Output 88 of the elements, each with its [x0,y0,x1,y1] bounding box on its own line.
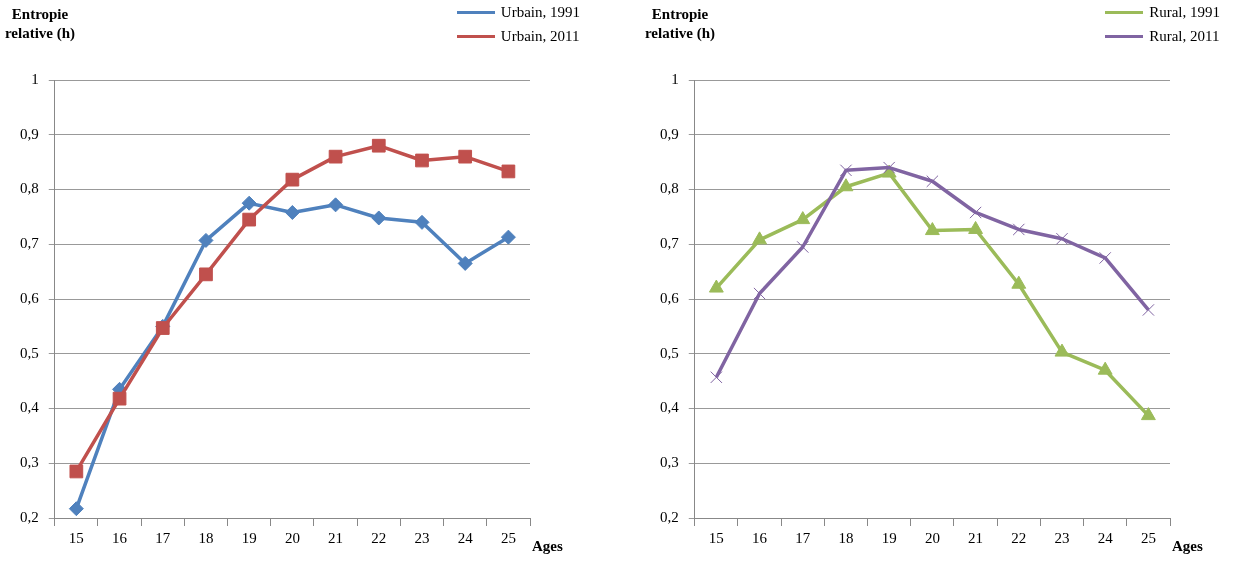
y-tick-label: 1 [31,70,39,87]
point [414,214,430,230]
x-tick-label: 17 [155,529,171,546]
y-axis-title: Entropie relative (h) [3,5,77,43]
x-tick-label: 23 [1054,529,1070,546]
point [112,391,127,406]
point [1142,303,1155,317]
legend-label: Urbain, 2011 [500,27,580,45]
y-tick-label: 0,2 [660,508,679,525]
point [500,229,516,245]
point [1097,361,1113,375]
y-tick-label: 1 [671,70,679,87]
point [710,371,723,384]
point [1055,232,1069,245]
point [1140,407,1156,421]
x-tick-label: 18 [838,529,854,546]
y-tick-label: 0,2 [20,508,39,525]
y-tick-label: 0,6 [660,289,680,306]
y-tick-label: 0,6 [20,289,40,306]
x-tick-label: 21 [328,529,344,546]
y-tick-label: 0,5 [20,344,39,361]
point [1011,275,1027,289]
y-tick-label: 0,4 [20,399,40,416]
point [458,149,473,164]
x-tick-label: 17 [795,529,811,546]
point [752,231,767,245]
point [708,279,724,293]
point [1054,343,1070,357]
point [199,267,213,282]
point [69,464,84,479]
point [926,175,939,188]
x-tick-label: 20 [924,529,940,546]
y-tick-label: 0,3 [660,454,679,471]
x-axis-title: Ages [1172,538,1203,555]
point [328,149,343,164]
x-tick-label: 15 [708,529,724,546]
point [1012,223,1025,236]
point [371,138,386,153]
y-tick-label: 0,9 [20,125,39,142]
x-tick-label: 24 [457,529,474,546]
y-tick-label: 0,8 [660,180,679,197]
y-tick-label: 0,7 [660,235,680,252]
point [924,222,940,236]
point [198,232,214,248]
x-tick-label: 15 [68,529,84,546]
x-tick-label: 21 [968,529,984,546]
point [501,164,516,179]
point [285,172,300,187]
x-axis-title: Ages [532,538,563,555]
point [838,178,854,192]
x-tick-label: 19 [881,529,897,546]
point [795,211,811,225]
legend-label: Urbain, 1991 [500,3,580,21]
point [753,287,766,300]
point [284,205,300,220]
point [242,212,257,227]
x-tick-label: 23 [414,529,430,546]
point [328,197,344,213]
point [969,206,982,219]
point [1099,251,1112,265]
point [839,164,853,177]
x-tick-label: 16 [752,529,768,546]
x-tick-label: 25 [500,529,516,546]
point [241,195,257,211]
y-tick-label: 0,9 [660,125,679,142]
x-tick-label: 24 [1097,529,1114,546]
point [457,255,473,271]
y-axis-title: Entropie relative (h) [643,5,717,43]
x-tick-label: 16 [112,529,128,546]
point [796,240,809,254]
point [371,210,387,226]
x-tick-label: 25 [1140,529,1156,546]
y-tick-label: 0,7 [20,235,40,252]
x-tick-label: 20 [284,529,300,546]
legend-label: Rural, 1991 [1149,3,1220,21]
y-tick-label: 0,3 [20,454,39,471]
point [883,161,896,174]
y-tick-label: 0,8 [20,180,39,197]
y-tick-label: 0,5 [660,344,679,361]
y-tick-label: 0,4 [660,399,680,416]
x-tick-label: 22 [1011,529,1027,546]
point [68,501,84,517]
x-tick-label: 18 [198,529,214,546]
x-tick-label: 22 [371,529,387,546]
point [415,153,429,168]
x-tick-label: 19 [241,529,257,546]
point [968,220,984,234]
legend-label: Rural, 2011 [1149,27,1220,45]
